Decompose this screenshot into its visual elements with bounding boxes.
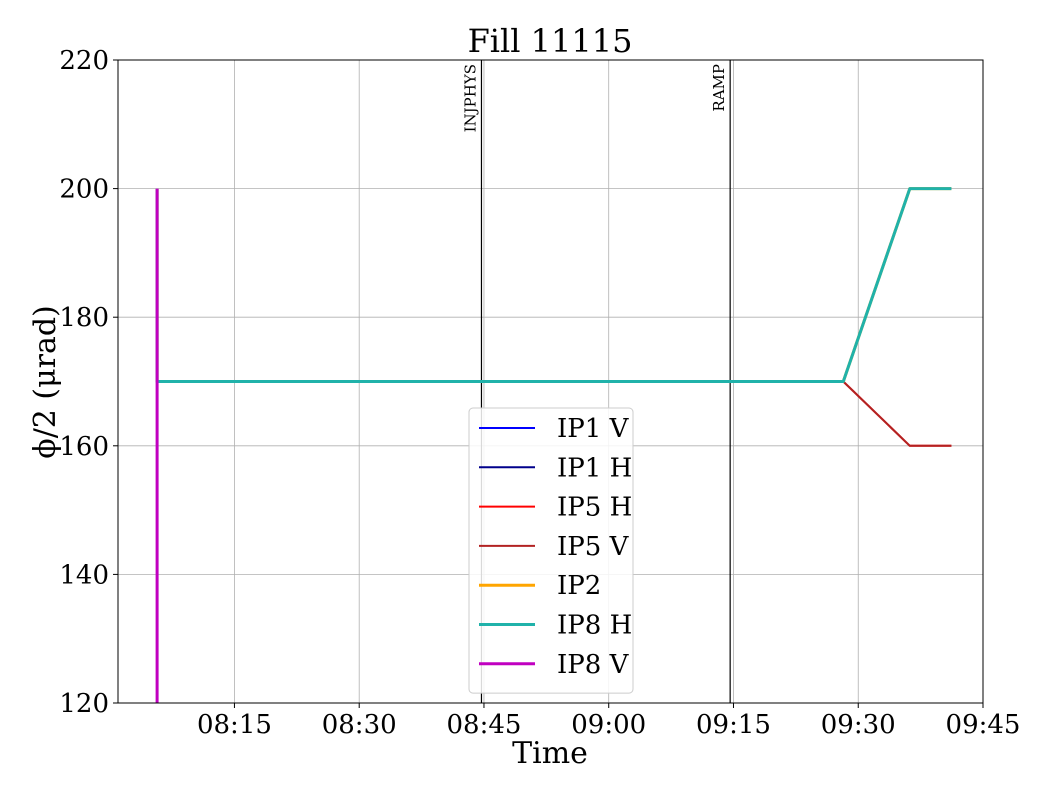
x-tick-label: 08:30 [322, 710, 397, 740]
x-tick-label: 09:30 [821, 710, 896, 740]
y-tick-label: 180 [59, 303, 109, 333]
legend-box [468, 407, 634, 694]
y-tick-label: 220 [59, 46, 109, 76]
legend-label: IP1 V [557, 414, 630, 444]
x-tick-label: 08:45 [446, 710, 521, 740]
y-tick-label: 120 [59, 689, 109, 719]
x-tick-label: 08:15 [197, 710, 272, 740]
plot-frame [117, 59, 984, 704]
y-axis-label: ϕ/2 (μrad) [28, 305, 63, 459]
x-tick-label: 09:15 [696, 710, 771, 740]
y-tick-label: 140 [59, 560, 109, 590]
legend-label: IP2 [557, 571, 601, 601]
legend-label: IP1 H [557, 453, 632, 483]
y-axis-ticks: 120 140 160 180 200 220 [59, 46, 118, 719]
series-lines [155, 187, 952, 703]
y-tick-label: 160 [59, 432, 109, 462]
legend-label: IP8 H [557, 611, 632, 641]
x-tick-label: 09:00 [571, 710, 646, 740]
chart-title: Fill 11115 [468, 22, 633, 60]
legend: IP1 V IP1 H IP5 H IP5 V IP2 IP8 H IP8 V [468, 407, 634, 694]
marker-label: RAMP [710, 64, 728, 112]
y-tick-label: 200 [59, 175, 109, 205]
x-axis-ticks: 08:15 08:30 08:45 09:00 09:15 09:30 09:45 [197, 703, 1020, 740]
legend-label: IP5 H [557, 493, 632, 523]
marker-label: INJPHYS [461, 64, 479, 132]
x-axis-label: Time [512, 736, 588, 771]
legend-label: IP5 V [557, 532, 630, 562]
legend-label: IP8 V [557, 650, 630, 680]
x-tick-label: 09:45 [946, 710, 1021, 740]
